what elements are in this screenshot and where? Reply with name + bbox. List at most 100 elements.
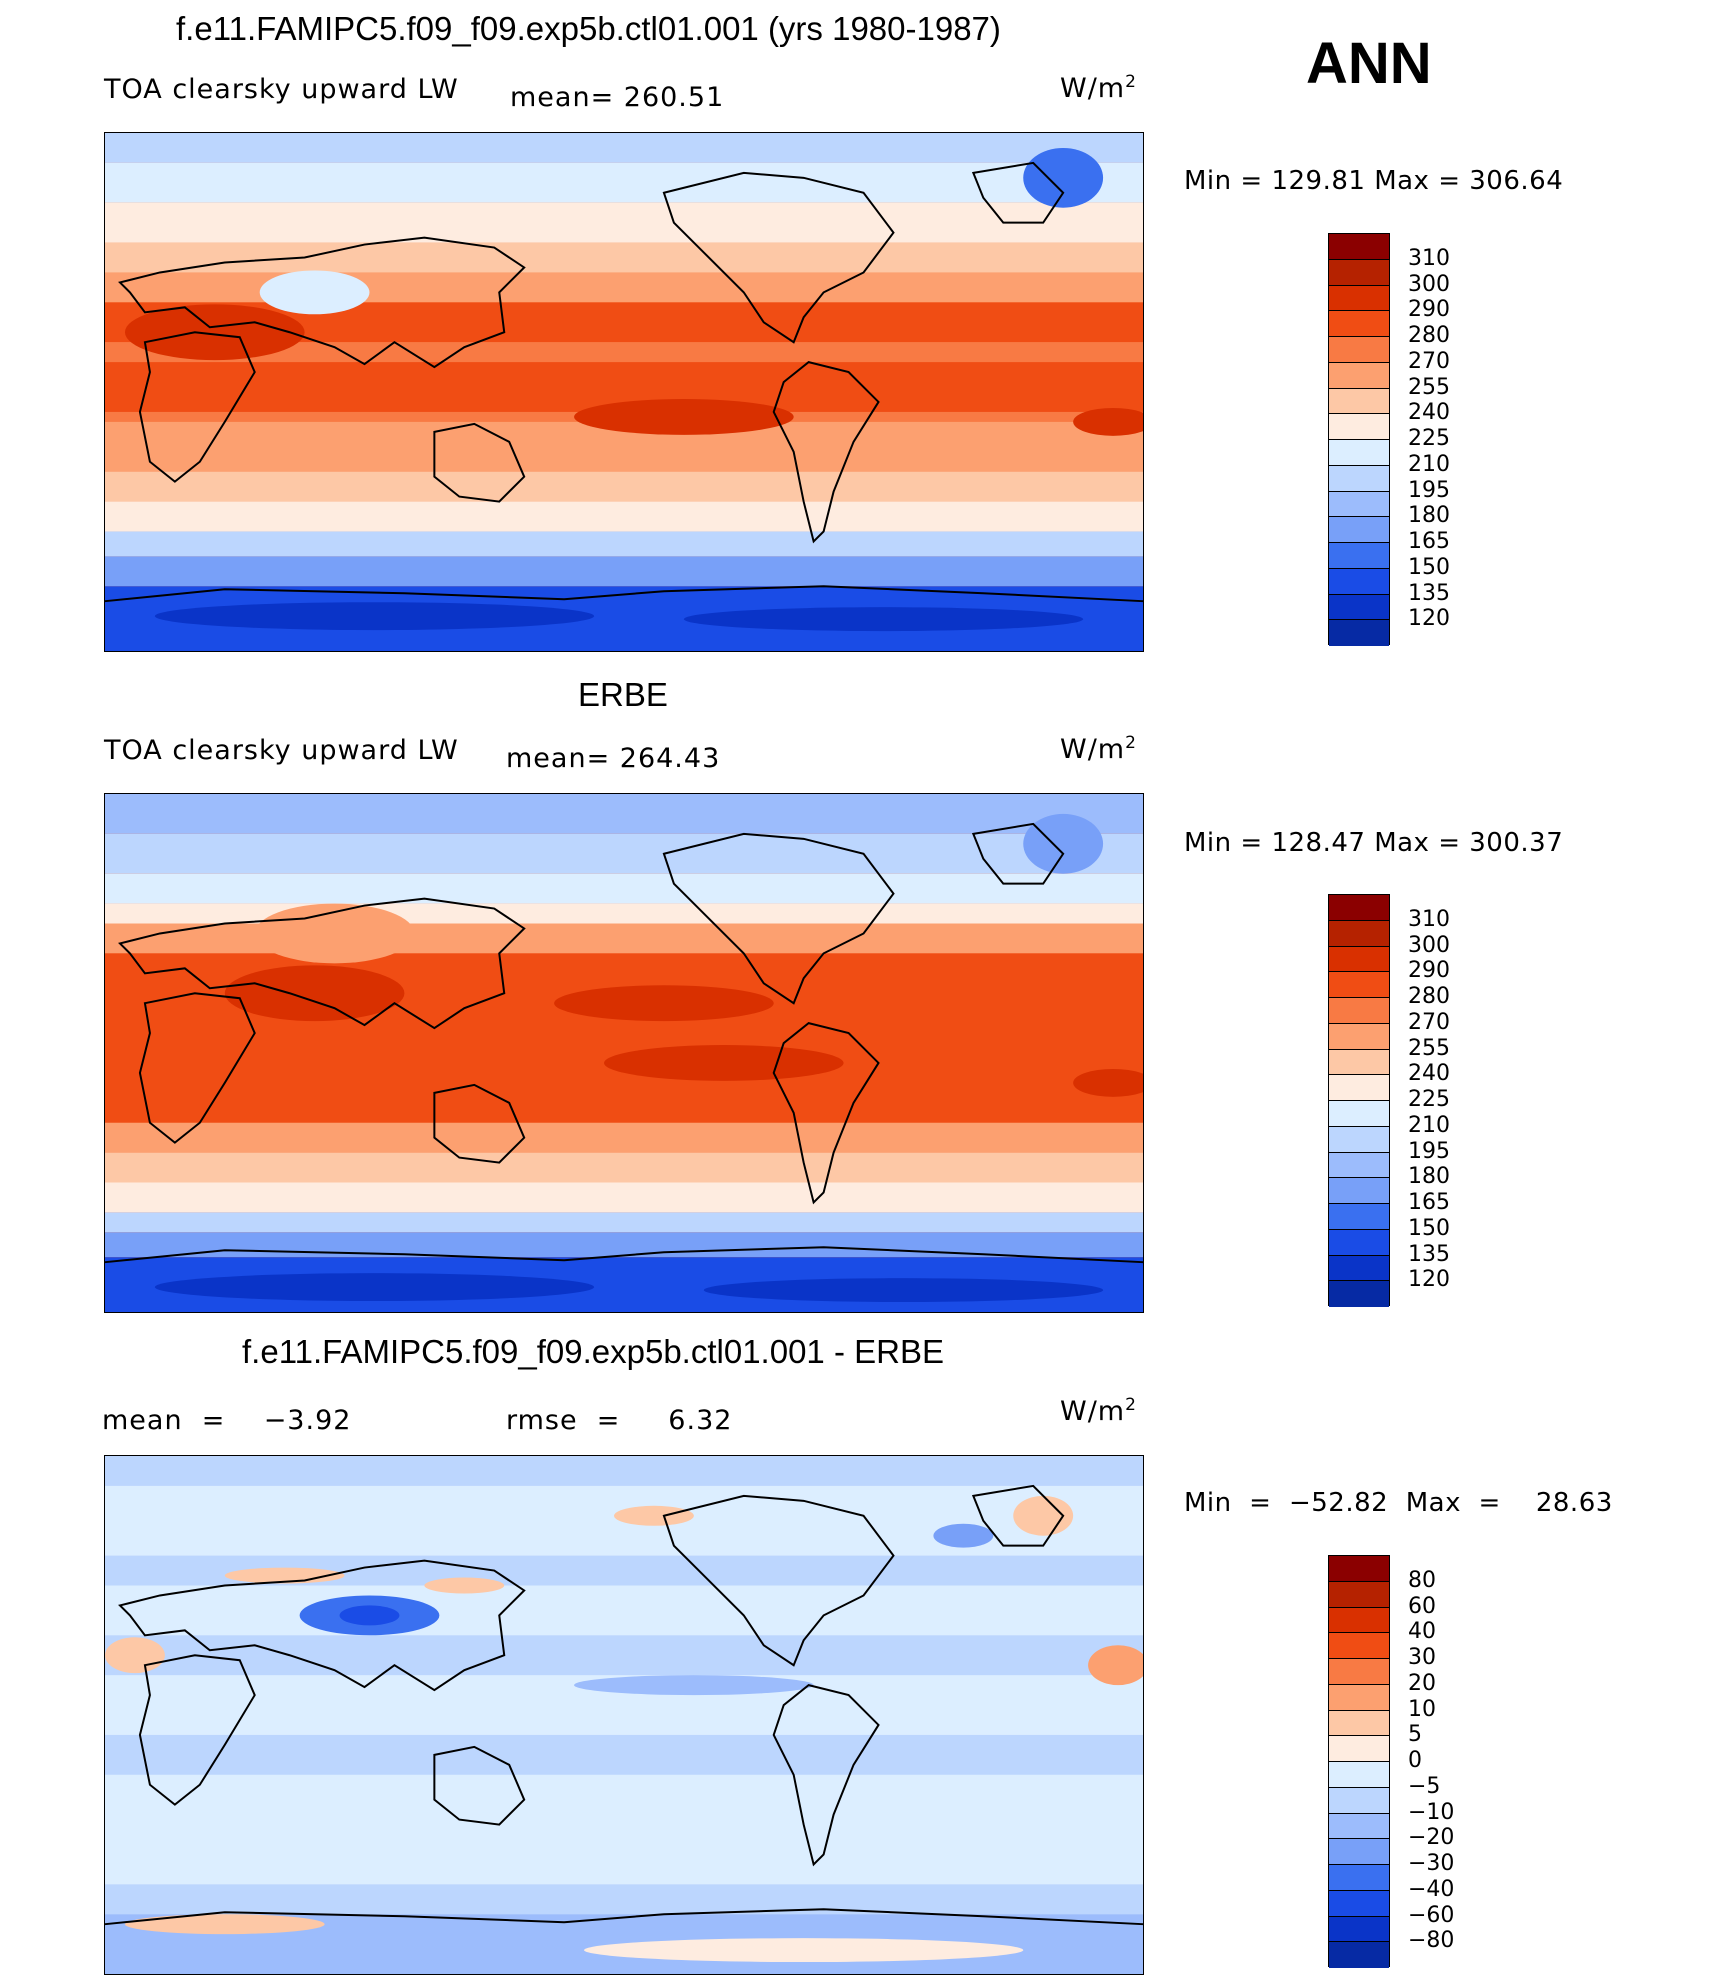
colorbar-swatch — [1329, 311, 1389, 337]
colorbar-label: 135 — [1408, 1241, 1450, 1267]
colorbar-swatch — [1329, 1890, 1389, 1917]
colorbar-swatch — [1329, 568, 1389, 595]
colorbar-swatch — [1329, 1101, 1389, 1127]
colorbar-label: 195 — [1408, 1138, 1450, 1164]
colorbar-label: 195 — [1408, 477, 1450, 503]
panel1-coastlines — [105, 161, 1143, 603]
colorbar-label: 280 — [1408, 984, 1450, 1009]
colorbar-swatch — [1329, 594, 1389, 621]
colorbar-swatch — [1329, 1229, 1389, 1256]
panel3-map — [104, 1455, 1144, 1975]
colorbar-label: 210 — [1408, 451, 1450, 477]
panel2-title: ERBE — [578, 676, 668, 713]
colorbar-swatch — [1329, 1839, 1389, 1865]
colorbar-label: 280 — [1408, 323, 1450, 348]
colorbar-swatch — [1329, 946, 1389, 973]
colorbar-swatch — [1329, 1607, 1389, 1634]
colorbar-label: 60 — [1408, 1593, 1436, 1619]
colorbar-label: 10 — [1408, 1696, 1436, 1722]
panel2-variable-label: TOA clearsky upward LW — [104, 735, 459, 766]
panel1-variable-label: TOA clearsky upward LW — [104, 74, 459, 105]
colorbar-label: −20 — [1408, 1825, 1455, 1851]
panel1-colorbar-boxes — [1328, 233, 1390, 646]
panel3-minmax: Min = −52.82 Max = 28.63 — [1184, 1488, 1613, 1518]
colorbar-label: 30 — [1408, 1645, 1436, 1670]
colorbar-swatch — [1329, 1736, 1389, 1762]
colorbar-label: 240 — [1408, 1061, 1450, 1087]
panel3-colorbar-boxes — [1328, 1555, 1390, 1968]
colorbar-swatch — [1329, 1178, 1389, 1204]
panel3-units: W/m2 — [1060, 1395, 1137, 1427]
panel2-colorbar: 310 300 290 280 270 255 240 225 210 195 180 165 150 1… — [1328, 894, 1450, 1307]
colorbar-swatch — [1329, 388, 1389, 415]
colorbar-label: 300 — [1408, 271, 1450, 297]
colorbar-label: 150 — [1408, 554, 1450, 580]
colorbar-label: 300 — [1408, 932, 1450, 958]
colorbar-label: 255 — [1408, 1035, 1450, 1061]
colorbar-label: 310 — [1408, 906, 1450, 932]
panel2-minmax: Min = 128.47 Max = 300.37 — [1184, 828, 1564, 858]
colorbar-label: 270 — [1408, 1009, 1450, 1035]
colorbar-label: −60 — [1408, 1902, 1455, 1928]
colorbar-label: 40 — [1408, 1619, 1436, 1645]
colorbar-swatch — [1329, 259, 1389, 286]
panel3-rmse: rmse = 6.32 — [506, 1405, 733, 1436]
colorbar-swatch — [1329, 1762, 1389, 1788]
colorbar-label: 80 — [1408, 1567, 1436, 1593]
colorbar-swatch — [1329, 998, 1389, 1024]
colorbar-swatch — [1329, 1581, 1389, 1608]
colorbar-swatch — [1329, 1633, 1389, 1659]
colorbar-swatch — [1329, 1126, 1389, 1153]
colorbar-label: 120 — [1408, 606, 1450, 632]
colorbar-swatch — [1329, 1916, 1389, 1943]
colorbar-label: 290 — [1408, 958, 1450, 984]
colorbar-swatch — [1329, 285, 1389, 312]
panel3-colorbar: 80 60 40 30 20 10 5 0 −5 −10 −20 −30 −40 −60 −80 — [1328, 1555, 1454, 1968]
colorbar-label: 310 — [1408, 245, 1450, 271]
colorbar-swatch — [1329, 1942, 1389, 1968]
colorbar-swatch — [1329, 920, 1389, 947]
colorbar-label: 225 — [1408, 426, 1450, 451]
colorbar-label: 0 — [1408, 1748, 1422, 1773]
panel3-coastlines — [105, 1484, 1143, 1926]
colorbar-label: 135 — [1408, 580, 1450, 606]
colorbar-label: 290 — [1408, 297, 1450, 323]
colorbar-swatch — [1329, 465, 1389, 492]
panel3-mean: mean = −3.92 — [102, 1405, 352, 1436]
colorbar-swatch — [1329, 517, 1389, 543]
colorbar-label: 20 — [1408, 1670, 1436, 1696]
panel2-units: W/m2 — [1060, 733, 1137, 765]
colorbar-swatch — [1329, 972, 1389, 998]
colorbar-swatch — [1329, 1075, 1389, 1101]
panel2-coastlines — [105, 822, 1143, 1264]
colorbar-swatch — [1329, 1023, 1389, 1050]
colorbar-swatch — [1329, 1659, 1389, 1685]
colorbar-swatch — [1329, 1255, 1389, 1282]
colorbar-label: −10 — [1408, 1799, 1455, 1825]
panel1-units: W/m2 — [1060, 72, 1137, 104]
colorbar-swatch — [1329, 1556, 1389, 1582]
colorbar-swatch — [1329, 362, 1389, 389]
panel1-mean: mean= 260.51 — [510, 82, 725, 113]
panel3-title: f.e11.FAMIPC5.f09_f09.exp5b.ctl01.001 - … — [242, 1333, 944, 1370]
colorbar-swatch — [1329, 440, 1389, 466]
colorbar-swatch — [1329, 1049, 1389, 1076]
colorbar-swatch — [1329, 337, 1389, 363]
colorbar-label: 270 — [1408, 348, 1450, 374]
panel2-map-svg — [105, 794, 1143, 1312]
colorbar-swatch — [1329, 895, 1389, 921]
panel3-map-svg — [105, 1456, 1143, 1974]
colorbar-swatch — [1329, 620, 1389, 646]
colorbar-label: 255 — [1408, 374, 1450, 400]
panel1-minmax: Min = 129.81 Max = 306.64 — [1184, 166, 1564, 196]
colorbar-label: 210 — [1408, 1112, 1450, 1138]
colorbar-swatch — [1329, 1281, 1389, 1307]
colorbar-label: −5 — [1408, 1773, 1441, 1799]
colorbar-swatch — [1329, 1152, 1389, 1179]
panel2-map — [104, 793, 1144, 1313]
colorbar-label: 165 — [1408, 529, 1450, 554]
panel1-map-svg — [105, 133, 1143, 651]
panel2-colorbar-boxes — [1328, 894, 1390, 1307]
colorbar-label: −40 — [1408, 1876, 1455, 1902]
colorbar-label: 165 — [1408, 1190, 1450, 1215]
